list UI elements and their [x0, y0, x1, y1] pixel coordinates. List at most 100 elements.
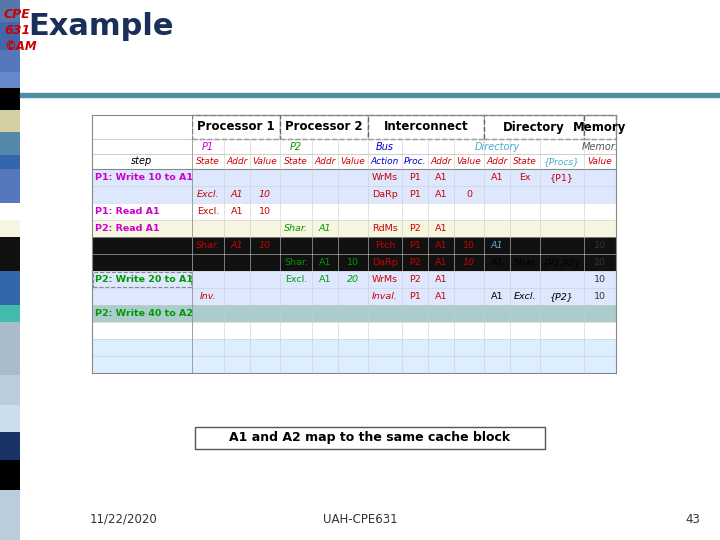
Text: Processor 2: Processor 2	[285, 120, 363, 133]
Text: 10: 10	[259, 207, 271, 216]
Bar	[0, 254, 20, 271]
Text: 0: 0	[466, 190, 472, 199]
Text: P1: Write 10 to A1: P1: Write 10 to A1	[95, 173, 193, 182]
Text: 10: 10	[594, 258, 606, 267]
Text: Addr: Addr	[315, 157, 336, 166]
Text: Action: Action	[371, 157, 399, 166]
Text: WrMs: WrMs	[372, 173, 398, 182]
Text: A1 and A2 map to the same cache block: A1 and A2 map to the same cache block	[230, 431, 510, 444]
Text: A1: A1	[319, 258, 331, 267]
Bar	[0, 405, 20, 432]
Text: Directory: Directory	[474, 141, 520, 152]
Text: Directory: Directory	[503, 120, 565, 133]
Text: P2: Write 40 to A2: P2: Write 40 to A2	[95, 309, 193, 318]
Text: Ex: Ex	[519, 173, 531, 182]
Text: Shar.: Shar.	[513, 258, 537, 267]
Text: State: State	[196, 157, 220, 166]
Text: Shar.: Shar.	[284, 224, 308, 233]
Text: Shar.: Shar.	[196, 241, 220, 250]
Bar	[92, 322, 616, 339]
Text: {Procs}: {Procs}	[544, 157, 580, 166]
Text: A1: A1	[319, 275, 331, 284]
Text: Ftch: Ftch	[375, 241, 395, 250]
Bar	[0, 203, 20, 220]
Bar	[0, 490, 20, 540]
Text: WrMs: WrMs	[372, 275, 398, 284]
Bar	[0, 208, 20, 225]
Text: Proc.: Proc.	[404, 157, 426, 166]
Text: UAH-CPE631: UAH-CPE631	[323, 513, 397, 526]
Text: {P1}: {P1}	[550, 173, 574, 182]
Bar	[0, 88, 20, 110]
Text: step: step	[131, 157, 153, 166]
Text: Excl.: Excl.	[514, 292, 536, 301]
Text: 11/22/2020: 11/22/2020	[90, 513, 158, 526]
Text: A1: A1	[435, 224, 447, 233]
Bar	[92, 186, 616, 203]
Bar	[92, 115, 192, 139]
Text: A1: A1	[491, 241, 503, 250]
Text: 10: 10	[463, 258, 475, 267]
Text: P2: Write 20 to A1: P2: Write 20 to A1	[95, 275, 193, 284]
Bar	[92, 115, 616, 373]
Bar	[0, 295, 20, 318]
Text: 43: 43	[685, 513, 700, 526]
Text: P1: P1	[409, 292, 421, 301]
Text: 10: 10	[463, 241, 475, 250]
Bar	[0, 132, 20, 155]
Text: P1: Read A1: P1: Read A1	[95, 207, 160, 216]
Bar	[93, 272, 191, 287]
Text: ©AM: ©AM	[4, 40, 37, 53]
Text: Shar.: Shar.	[284, 258, 308, 267]
Text: Addr: Addr	[431, 157, 451, 166]
Text: P2: P2	[290, 141, 302, 152]
Bar	[92, 356, 616, 373]
Bar	[92, 203, 616, 220]
Text: Interconnect: Interconnect	[384, 120, 468, 133]
Text: P1: P1	[202, 141, 214, 152]
Text: A1: A1	[319, 224, 331, 233]
Bar	[0, 155, 20, 182]
Text: A1: A1	[491, 292, 503, 301]
Bar	[484, 115, 584, 139]
Bar	[0, 322, 20, 339]
Bar	[0, 237, 20, 254]
Bar	[0, 339, 20, 356]
Text: P2: Read A1: P2: Read A1	[95, 224, 160, 233]
Text: Excl.: Excl.	[285, 275, 307, 284]
Text: A1: A1	[435, 258, 447, 267]
Text: State: State	[513, 157, 537, 166]
Bar	[92, 169, 616, 186]
Bar	[0, 182, 20, 208]
Text: Addr: Addr	[486, 157, 508, 166]
Text: P1: P1	[409, 241, 421, 250]
Bar	[92, 288, 616, 305]
Bar	[280, 115, 368, 139]
Bar	[20, 0, 720, 95]
Bar	[584, 115, 616, 139]
Text: A1: A1	[435, 173, 447, 182]
Text: P1: P1	[409, 173, 421, 182]
Text: 20: 20	[347, 275, 359, 284]
Bar	[92, 271, 616, 288]
Text: P2: P2	[409, 275, 421, 284]
Text: {P1,P2}: {P1,P2}	[543, 258, 581, 267]
Text: 631: 631	[4, 24, 30, 37]
Bar	[195, 427, 545, 449]
Bar	[0, 345, 20, 375]
Text: Memor.: Memor.	[582, 141, 618, 152]
Bar	[92, 220, 616, 237]
Text: Inv.: Inv.	[199, 292, 216, 301]
Text: A1: A1	[435, 292, 447, 301]
Text: 10: 10	[347, 258, 359, 267]
Text: Memory: Memory	[573, 120, 626, 133]
Bar	[0, 272, 20, 295]
Text: P2: P2	[409, 258, 421, 267]
Text: Value: Value	[456, 157, 482, 166]
Text: Value: Value	[341, 157, 365, 166]
Bar	[0, 225, 20, 248]
Text: 10: 10	[594, 275, 606, 284]
Text: A1: A1	[230, 241, 243, 250]
Text: 10: 10	[594, 241, 606, 250]
Bar	[0, 460, 20, 490]
